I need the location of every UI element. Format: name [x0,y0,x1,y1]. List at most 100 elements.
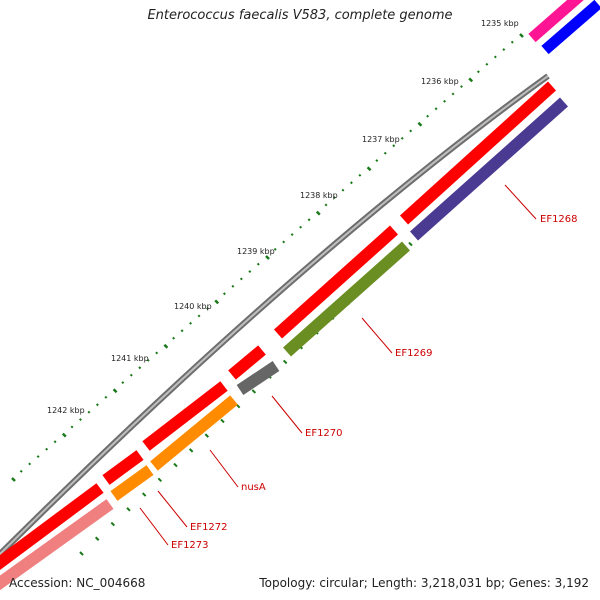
minor-tick [95,403,99,407]
major-tick [214,299,220,305]
minor-tick [485,62,489,66]
topology-value: circular [319,576,364,590]
tick-label: 1235 kbp [481,19,519,28]
leader-line [209,449,239,488]
minor-tick [70,425,74,429]
minor-tick [333,196,336,200]
gene-label-EF1273: EF1273 [171,540,209,551]
leader-line [157,490,188,528]
cds-bar-nusA [150,395,238,471]
minor-tick [307,218,311,222]
major-tick [11,477,16,482]
inner-tick [157,477,163,483]
minor-tick [172,336,176,340]
minor-tick [282,240,286,244]
leader-line [139,507,169,546]
minor-tick [180,329,184,333]
minor-tick [19,469,23,473]
inner-tick [408,241,413,247]
minor-tick [248,270,252,274]
backbone-highlight [0,75,549,556]
inner-tick [282,359,288,365]
tick-label: 1242 kbp [47,406,85,415]
minor-tick [87,410,91,414]
minor-tick [493,55,497,59]
cds-bar-EF1268 [410,97,568,241]
major-tick [315,210,321,216]
top-feature-blue [541,0,600,55]
length-value: 3,218,031 bp [420,576,501,590]
leader-line [504,184,537,220]
minor-tick [510,40,514,44]
major-tick [265,255,270,260]
minor-tick [409,129,413,133]
minor-tick [138,366,142,370]
gene-feature-EF1272 [102,450,144,485]
minor-tick [460,85,463,89]
major-tick [163,343,169,349]
minor-tick [189,321,193,325]
minor-tick [434,107,438,111]
minor-tick [358,173,362,177]
map-title-text: Enterococcus faecalis V583, complete gen… [147,8,453,23]
gene-label-EF1272: EF1272 [190,522,228,533]
leader-line [361,317,393,354]
gene-feature-EF1269 [273,225,399,339]
minor-tick [206,307,209,311]
inner-tick [220,418,225,424]
minor-tick [290,233,294,237]
minor-tick [502,48,506,52]
gene-label-EF1269: EF1269 [395,348,433,359]
inner-tick [173,462,178,468]
genes-prefix: ; Genes: [501,576,555,590]
accession-prefix: Accession: [9,576,77,590]
leader-line [271,395,303,434]
minor-tick [451,92,455,96]
cds-bar-EF1270 [236,361,280,395]
minor-tick [129,373,133,377]
top-feature-pink [528,0,584,43]
minor-tick [383,151,387,155]
backbone-track [0,73,550,559]
minor-tick [256,262,260,266]
accession-text: Accession: NC_004668 [9,576,145,590]
minor-tick [426,114,430,118]
gene-feature-EF1273 [0,483,104,571]
accession-value: NC_004668 [76,576,146,590]
tick-track: 1235 kbp 1236 kbp 1237 kbp 1238 kbp 1239 kbp… [11,19,554,556]
map-title: Enterococcus faecalis V583, complete gen… [0,8,600,23]
gene-label-nusA: nusA [241,482,266,493]
cds-bar-EF1273 [0,499,114,591]
major-tick [366,166,372,172]
inner-tick [204,433,210,438]
major-tick [61,432,67,438]
major-tick [112,388,118,394]
minor-tick [104,395,108,399]
minor-tick [273,247,277,251]
minor-tick [476,70,480,74]
genes-value: 3,192 [554,576,589,590]
minor-tick [239,277,243,281]
minor-tick [341,188,345,192]
gene-feature-EF1268 [399,81,557,225]
backbone-ring [0,73,550,559]
tick-label: 1241 kbp [111,354,149,363]
length-prefix: ; Length: [363,576,421,590]
minor-tick [443,99,447,103]
gene-feature-EF1270 [228,345,266,380]
minor-tick [349,181,353,185]
tick-label: 1238 kbp [300,191,338,200]
minor-tick [121,381,125,385]
inner-tick [126,507,131,512]
minor-tick [222,292,226,296]
minor-tick [299,225,303,229]
minor-tick [197,314,201,318]
minor-tick [375,159,379,163]
major-tick [417,121,423,127]
minor-tick [392,144,396,148]
cds-bar-EF1272 [110,465,154,501]
minor-tick [146,358,150,362]
inner-tick [235,403,241,409]
tick-label: 1240 kbp [174,302,212,311]
